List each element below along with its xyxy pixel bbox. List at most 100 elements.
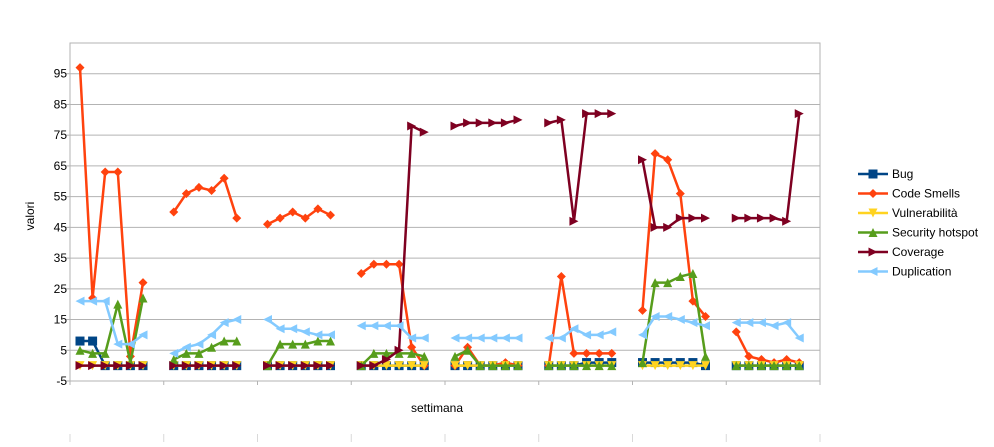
data-point xyxy=(663,361,673,371)
data-point xyxy=(594,361,604,371)
data-point xyxy=(275,213,285,223)
plot-area xyxy=(70,43,820,381)
legend-marker xyxy=(868,169,878,179)
y-tick-label: 55 xyxy=(54,190,68,204)
data-point xyxy=(782,216,792,226)
data-point xyxy=(544,361,554,371)
axes: -5 5 15 25 35 45 55 65 75 85 95 xyxy=(54,42,821,442)
data-point xyxy=(88,361,98,371)
data-point xyxy=(113,167,123,177)
data-point xyxy=(463,333,473,343)
data-point xyxy=(500,118,510,128)
series-group xyxy=(75,63,804,371)
y-tick-label: 85 xyxy=(54,97,68,111)
data-point xyxy=(326,330,335,340)
data-point xyxy=(769,213,779,223)
data-point xyxy=(500,361,510,371)
legend-item: Duplication xyxy=(858,265,951,279)
data-point xyxy=(100,167,110,177)
data-point xyxy=(381,361,391,371)
data-point xyxy=(675,361,685,371)
data-point xyxy=(300,213,310,223)
data-point xyxy=(769,361,779,371)
data-point xyxy=(138,330,148,340)
data-point xyxy=(756,213,766,223)
legend: Bug Code Smells Vulnerabilità Security hots… xyxy=(858,167,979,279)
data-point xyxy=(450,121,460,131)
data-point xyxy=(88,348,98,358)
data-point xyxy=(394,345,404,355)
data-point xyxy=(381,321,391,331)
data-point xyxy=(544,118,554,128)
data-point xyxy=(675,272,685,282)
data-point xyxy=(263,219,272,229)
data-point xyxy=(75,63,85,73)
legend-item: Bug xyxy=(858,167,913,181)
data-point xyxy=(232,361,242,371)
data-point xyxy=(744,213,754,223)
data-point xyxy=(688,361,698,371)
data-point xyxy=(407,333,417,343)
data-point xyxy=(125,339,135,349)
data-point xyxy=(419,361,429,371)
data-point xyxy=(569,348,579,358)
data-point xyxy=(556,272,566,282)
legend-label: Duplication xyxy=(892,265,951,279)
data-point xyxy=(419,333,429,343)
data-point xyxy=(744,351,754,361)
data-point xyxy=(288,361,298,371)
data-point xyxy=(544,333,554,343)
data-point xyxy=(607,109,617,119)
gridlines xyxy=(70,43,820,382)
data-point xyxy=(794,361,804,371)
data-point xyxy=(556,361,566,371)
plot-border xyxy=(69,42,821,382)
data-point xyxy=(407,121,417,131)
data-point xyxy=(663,278,673,288)
data-point xyxy=(275,339,285,349)
data-point xyxy=(232,336,242,346)
data-point xyxy=(407,348,417,358)
data-point xyxy=(638,305,647,315)
series-line xyxy=(79,297,145,363)
data-point xyxy=(407,361,417,371)
data-point xyxy=(731,318,741,328)
data-point xyxy=(138,361,148,371)
series-line xyxy=(641,151,707,318)
data-point xyxy=(607,348,617,358)
data-point xyxy=(369,259,379,269)
data-point xyxy=(701,351,710,361)
data-point xyxy=(356,268,366,278)
legend-item: Coverage xyxy=(858,245,944,259)
data-point xyxy=(219,318,229,328)
legend-item: Vulnerabilità xyxy=(858,206,958,220)
data-point xyxy=(569,216,579,226)
data-point xyxy=(113,339,123,349)
data-point xyxy=(313,330,323,340)
data-point xyxy=(419,351,429,361)
data-point xyxy=(326,210,335,220)
data-point xyxy=(88,336,98,346)
data-point xyxy=(650,278,660,288)
data-point xyxy=(582,109,592,119)
data-point xyxy=(300,327,310,337)
data-point xyxy=(369,321,379,331)
legend-marker xyxy=(868,228,878,237)
data-point xyxy=(207,361,217,371)
legend-label: Coverage xyxy=(892,245,944,259)
data-point xyxy=(513,115,523,125)
data-point xyxy=(288,339,298,349)
data-point xyxy=(194,348,204,358)
data-point xyxy=(731,213,741,223)
data-point xyxy=(638,358,647,368)
data-point xyxy=(169,361,179,371)
data-point xyxy=(782,361,792,371)
data-point xyxy=(488,333,498,343)
data-point xyxy=(675,315,685,325)
data-point xyxy=(701,213,710,223)
data-point xyxy=(75,336,85,346)
legend-marker xyxy=(868,247,878,257)
data-point xyxy=(650,311,660,321)
data-point xyxy=(794,333,804,343)
data-point xyxy=(594,330,604,340)
